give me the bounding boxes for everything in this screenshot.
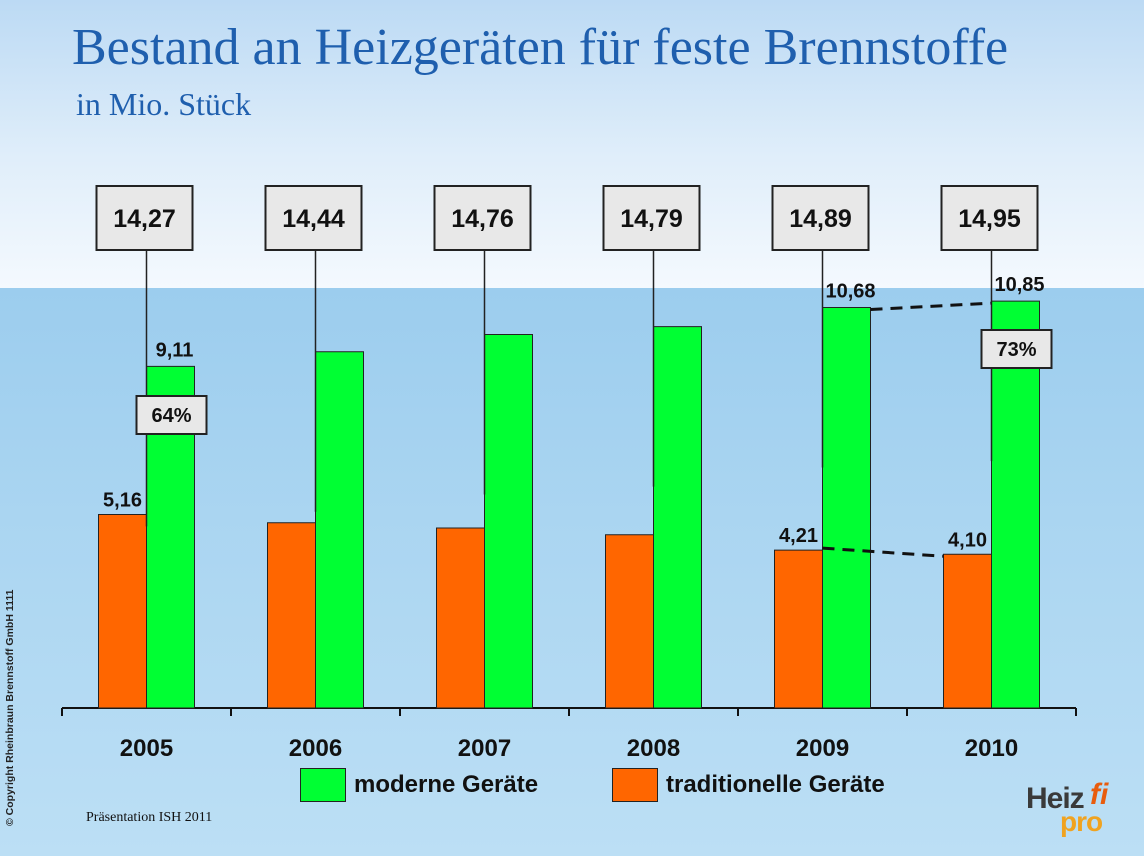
bar-modern-2008 — [653, 326, 702, 709]
legend-item-traditional: traditionelle Geräte — [612, 768, 885, 802]
total-box-2009 — [771, 185, 870, 251]
share-box-2010 — [980, 329, 1053, 369]
share-label: 73% — [996, 339, 1036, 361]
share-box-2005 — [135, 395, 208, 435]
legend-item-modern: moderne Geräte — [300, 768, 538, 802]
total-box-2006 — [264, 185, 363, 251]
page-title: Bestand an Heizgeräten für feste Brennst… — [72, 19, 1009, 76]
x-tick-label: 2007 — [458, 735, 511, 762]
total-label: 14,79 — [620, 205, 683, 233]
copyright-text: © Copyright Rheinbraun Brennstoff GmbH 1… — [4, 589, 16, 826]
x-tick-label: 2009 — [796, 735, 849, 762]
presentation-note: Präsentation ISH 2011 — [86, 810, 213, 825]
bar-traditional-2008 — [605, 534, 654, 709]
data-label-modern: 9,11 — [156, 339, 194, 361]
trend-line-traditional — [822, 546, 944, 558]
total-label: 14,89 — [789, 205, 852, 233]
total-box-2008 — [602, 185, 701, 251]
total-label: 14,44 — [282, 205, 345, 233]
data-label-modern: 10,68 — [825, 281, 875, 303]
total-label: 14,27 — [113, 205, 176, 233]
logo-text-heiz: Heiz — [1026, 782, 1085, 815]
legend-label-traditional: traditionelle Geräte — [666, 771, 885, 798]
heizprofi-logo: Heiz fi pro — [1020, 778, 1140, 838]
bar-traditional-2005 — [98, 514, 147, 709]
legend-swatch-traditional — [612, 768, 658, 802]
page-subtitle: in Mio. Stück — [76, 86, 252, 122]
bar-modern-2006 — [315, 351, 364, 709]
logo-text-fi: fi — [1090, 778, 1109, 811]
x-tick-label: 2010 — [965, 735, 1018, 762]
total-label: 14,95 — [958, 205, 1021, 233]
x-tick-label: 2006 — [289, 735, 342, 762]
bar-traditional-2009 — [774, 549, 823, 709]
total-box-2005 — [95, 185, 194, 251]
data-label-traditional: 4,21 — [779, 525, 818, 547]
bar-modern-2009 — [822, 307, 871, 709]
legend-swatch-modern — [300, 768, 346, 802]
total-label: 14,76 — [451, 205, 514, 233]
bar-traditional-2006 — [267, 522, 316, 709]
x-tick-label: 2005 — [120, 735, 173, 762]
x-tick-label: 2008 — [627, 735, 680, 762]
trend-line-modern — [870, 301, 992, 311]
share-label: 64% — [151, 405, 191, 427]
data-label-modern: 10,85 — [994, 274, 1044, 296]
total-box-2010 — [940, 185, 1039, 251]
total-box-2007 — [433, 185, 532, 251]
bar-traditional-2007 — [436, 527, 485, 709]
data-label-traditional: 5,16 — [103, 490, 142, 512]
bar-traditional-2010 — [943, 553, 992, 709]
logo-text-pro: pro — [1060, 806, 1103, 837]
data-label-traditional: 4,10 — [948, 529, 987, 551]
bar-modern-2007 — [484, 334, 533, 709]
legend-label-modern: moderne Geräte — [354, 771, 539, 798]
